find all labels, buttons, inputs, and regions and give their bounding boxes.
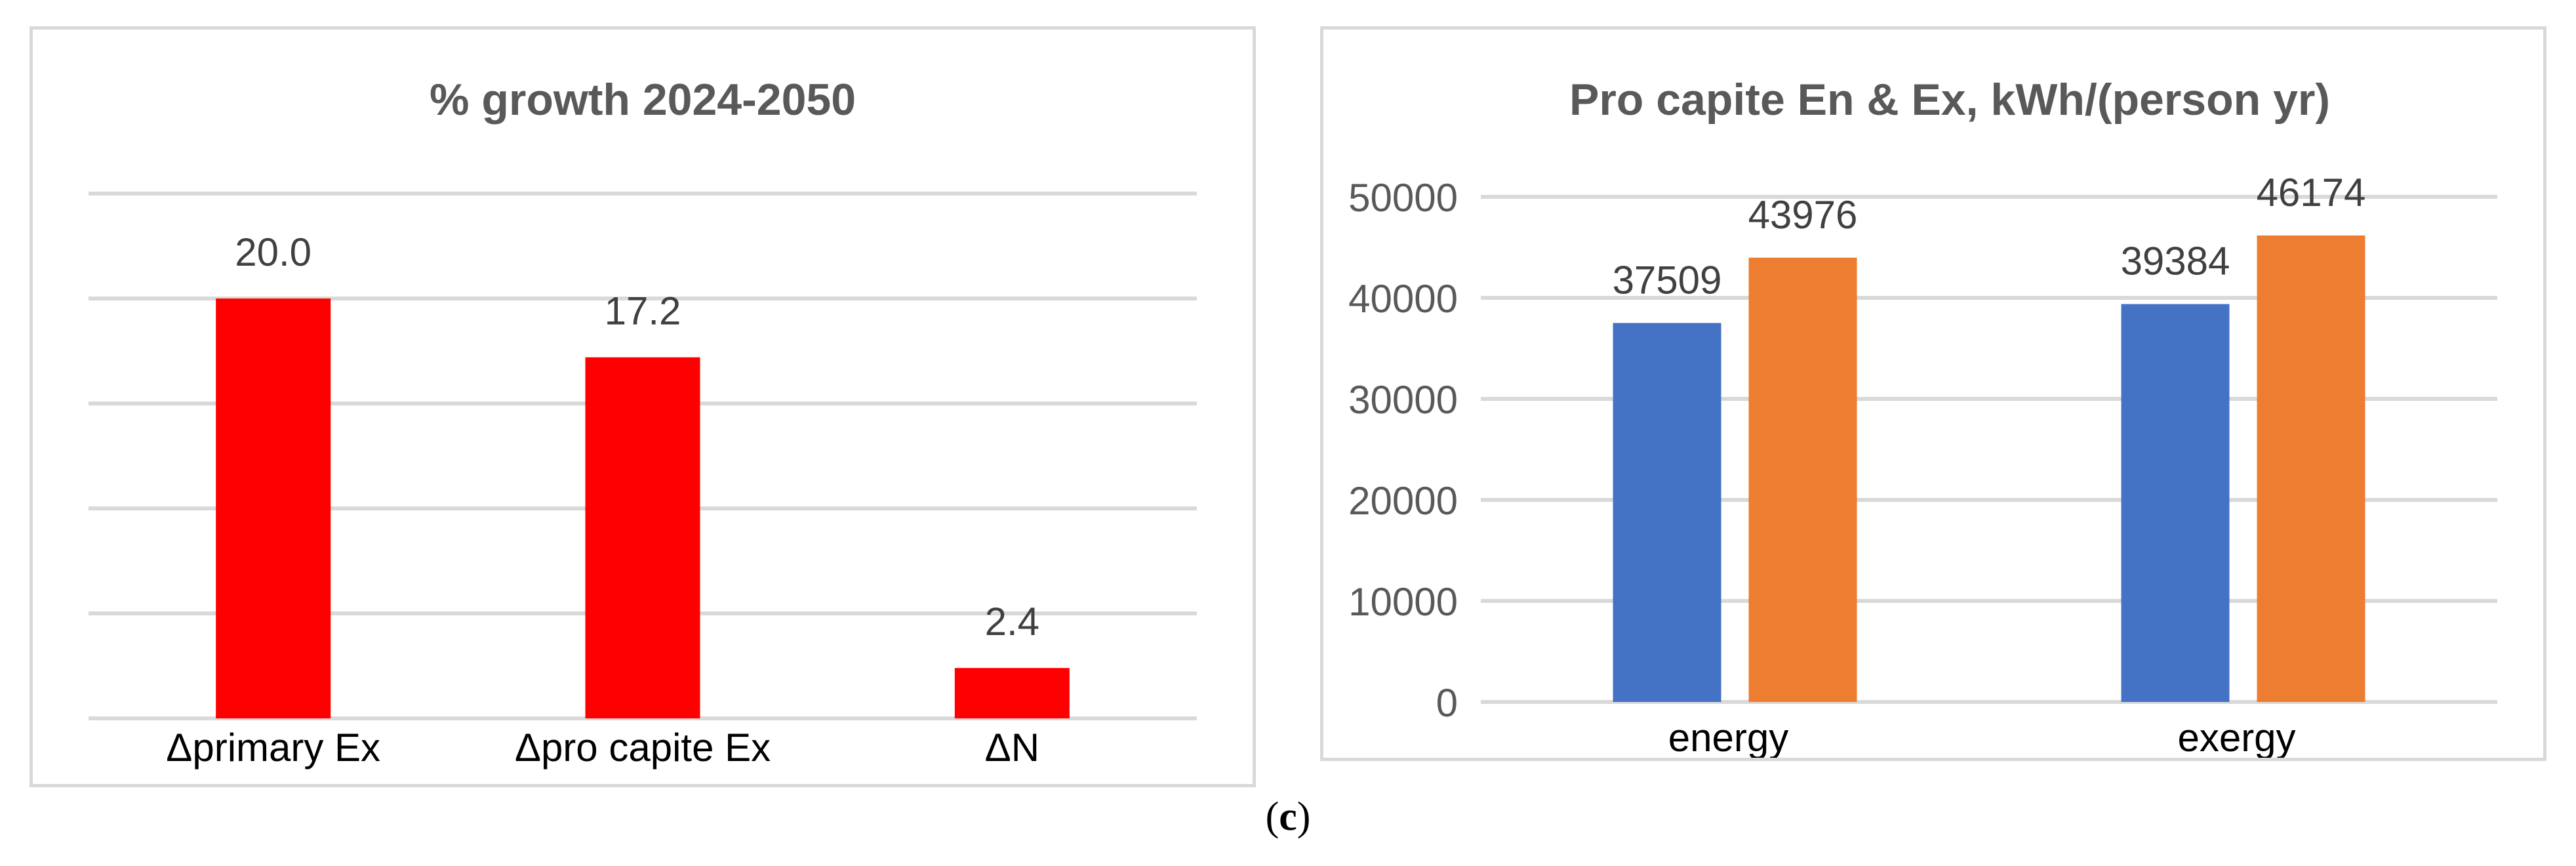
y-tick-label: 30000 (1348, 378, 1458, 422)
data-label: 20.0 (235, 230, 312, 274)
category-label: Δprimary Ex (166, 726, 380, 770)
bar (216, 299, 331, 718)
data-label: 46174 (2257, 171, 2366, 215)
figure-caption: (c) (0, 794, 2576, 840)
y-tick-label: 20000 (1348, 479, 1458, 523)
y-tick-label: 50000 (1348, 176, 1458, 220)
data-label: 39384 (2121, 239, 2230, 283)
per-capita-chart-panel: Pro capite En & Ex, kWh/(person yr) 0 1000… (1320, 26, 2546, 761)
chart-title: Pro capite En & Ex, kWh/(person yr) (1569, 75, 2330, 125)
bar (1748, 257, 1857, 702)
bar (585, 357, 700, 718)
bar (2121, 304, 2230, 702)
caption-close: ) (1297, 794, 1311, 839)
data-label: 43976 (1748, 193, 1858, 237)
data-label: 37509 (1613, 258, 1722, 302)
category-label: ΔN (985, 726, 1039, 770)
growth-chart: % growth 2024-2050 20.0 Δprimary Ex 17.2 Δpr… (89, 75, 1197, 770)
data-label: 2.4 (985, 600, 1039, 644)
per-capita-chart: Pro capite En & Ex, kWh/(person yr) 0 1000… (1348, 75, 2497, 758)
chart-title: % growth 2024-2050 (430, 75, 856, 125)
category-label: exergy (2177, 716, 2295, 758)
growth-chart-panel: % growth 2024-2050 20.0 Δprimary Ex 17.2 Δpr… (30, 26, 1256, 787)
bar (954, 668, 1070, 718)
data-label: 17.2 (605, 289, 681, 333)
caption-open: ( (1265, 794, 1279, 839)
y-tick-label: 40000 (1348, 277, 1458, 321)
y-tick-label: 10000 (1348, 580, 1458, 624)
bar (1613, 323, 1721, 702)
bar (2257, 235, 2365, 702)
y-tick-label: 0 (1436, 681, 1458, 725)
caption-letter: c (1279, 794, 1297, 839)
category-label: energy (1668, 716, 1788, 758)
category-label: Δpro capite Ex (515, 726, 771, 770)
